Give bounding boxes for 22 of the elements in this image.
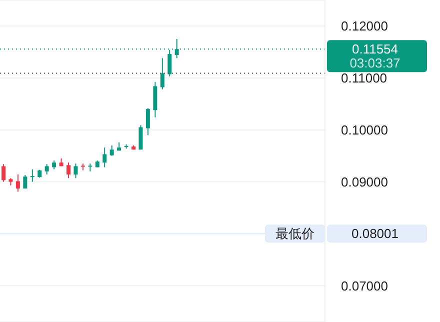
candlestick [110,144,114,156]
candlestick [160,58,164,90]
candlestick [88,163,92,172]
text: 最低价 0.08001 [276,226,398,242]
ref-line-label: 0.11554 03:03:37 [350,42,400,71]
y-tick-label: 0.09000 [341,174,388,190]
y-tick-label: 0.10000 [341,122,388,138]
candlestick [74,163,78,179]
candlestick [2,164,6,182]
candlestick [23,174,28,190]
candlestick [30,168,34,182]
candlestick [66,162,70,179]
y-tick-label: 0.07000 [341,278,388,294]
candlestick [102,146,107,168]
candlestick [168,49,172,77]
candlestick [44,164,49,176]
y-tick-label: 0.11000 [341,70,388,86]
candlestick [153,82,158,118]
candlestick [138,124,143,150]
y-tick-label: 0.12000 [341,18,388,34]
candlestick [146,108,150,136]
candlestick [16,174,20,192]
